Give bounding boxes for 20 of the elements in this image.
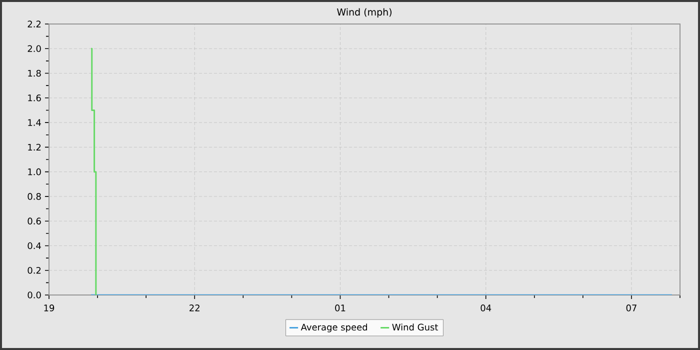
x-tick-label: 01	[335, 304, 346, 312]
y-tick-label: 1.0	[28, 168, 41, 176]
y-tick-label: 0.6	[28, 218, 41, 224]
y-tick-label: 1.4	[28, 119, 41, 126]
y-tick-label: 0.8	[28, 193, 41, 200]
y-tick-label: 1.8	[28, 70, 41, 77]
legend-label: Wind Gust	[392, 324, 438, 331]
y-tick-label: 1.6	[28, 94, 41, 102]
legend-label: Average speed	[300, 324, 367, 332]
y-tick-label: 2.0	[28, 45, 41, 52]
y-tick-label: 2.2	[28, 20, 41, 28]
chart-title: Wind (mph)	[337, 8, 392, 18]
y-tick-label: 0.0	[28, 292, 41, 298]
x-tick-label: 07	[626, 304, 636, 312]
x-tick-label: 04	[480, 304, 492, 312]
y-tick-label: 0.2	[28, 266, 41, 274]
y-tick-label: 0.4	[28, 242, 41, 250]
x-tick-label: 22	[190, 304, 200, 312]
y-tick-label: 1.2	[28, 144, 41, 151]
x-tick-label: 19	[44, 304, 54, 312]
